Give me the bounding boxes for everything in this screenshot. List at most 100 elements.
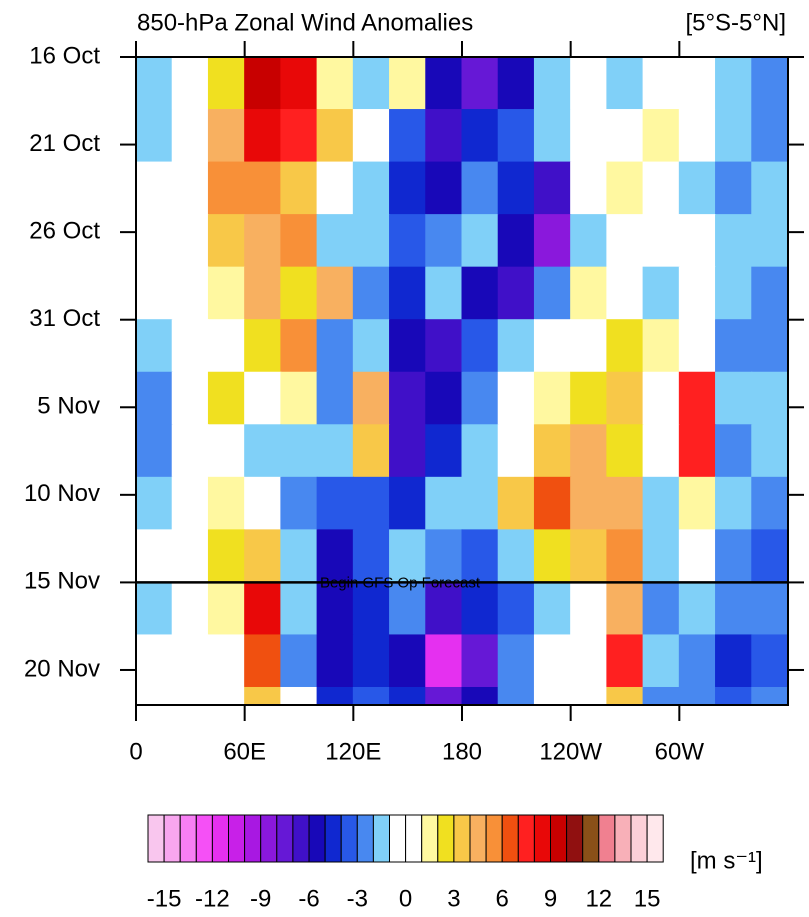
field-cell — [280, 686, 318, 705]
field-cell — [533, 371, 572, 426]
colorbar-label: 3 — [447, 885, 460, 912]
colorbar-box — [308, 814, 326, 863]
field-cell — [461, 319, 499, 373]
field-cell — [461, 161, 499, 216]
colorbar-box — [179, 814, 197, 863]
field-cell — [136, 214, 173, 268]
field-cell — [533, 581, 572, 636]
field-cell — [461, 424, 499, 478]
field-cell — [606, 57, 644, 111]
field-cell — [715, 476, 753, 531]
field-cell — [280, 581, 318, 636]
field-cell — [497, 634, 535, 688]
field-cell — [461, 266, 499, 321]
field-cell — [751, 581, 788, 636]
field-cell — [678, 476, 717, 531]
field-cell — [461, 371, 499, 426]
colorbar-label: -9 — [250, 885, 271, 912]
field-cell — [533, 634, 572, 688]
colorbar-label: -15 — [147, 885, 182, 912]
field-cell — [715, 371, 753, 426]
field-cell — [171, 686, 209, 705]
field-cell — [136, 57, 173, 111]
field-cell — [207, 424, 246, 478]
field-cell — [280, 424, 318, 478]
colorbar-box — [244, 814, 262, 863]
colorbar-label: 6 — [496, 885, 509, 912]
field-cell — [425, 371, 463, 426]
field-cell — [352, 686, 391, 705]
field-cell — [570, 161, 608, 216]
field-cell — [678, 319, 717, 373]
field-cell — [136, 686, 173, 705]
field-cell — [389, 57, 427, 111]
field-cell — [497, 581, 535, 636]
colorbar-box — [646, 814, 664, 863]
field-cell — [171, 266, 209, 321]
x-tick-label: 120W — [539, 738, 602, 765]
field-cell — [316, 581, 354, 636]
field-cell — [425, 476, 463, 531]
field-cell — [533, 476, 572, 531]
field-cell — [316, 424, 354, 478]
field-cell — [715, 686, 753, 705]
field-cell — [316, 266, 354, 321]
field-cell — [678, 371, 717, 426]
field-cell — [678, 214, 717, 268]
field-cell — [497, 319, 535, 373]
y-tick-label: 5 Nov — [37, 393, 100, 420]
field-cell — [207, 371, 246, 426]
field-cell — [533, 424, 572, 478]
field-cell — [171, 109, 209, 163]
field-cell — [280, 371, 318, 426]
colorbar-box — [356, 814, 374, 863]
field-cell — [642, 109, 680, 163]
field-cell — [678, 634, 717, 688]
field-cell — [606, 686, 644, 705]
field-cell — [751, 686, 788, 705]
field-cell — [570, 371, 608, 426]
field-cell — [715, 634, 753, 688]
field-cell — [425, 529, 463, 583]
field-cell — [642, 529, 680, 583]
field-cell — [171, 424, 209, 478]
field-cell — [751, 214, 788, 268]
field-cell — [244, 266, 282, 321]
field-cell — [606, 266, 644, 321]
y-tick-label: 10 Nov — [24, 480, 100, 507]
colorbar-box — [228, 814, 246, 863]
field-cell — [461, 529, 499, 583]
field-cell — [497, 161, 535, 216]
colorbar-box — [469, 814, 487, 863]
field-cell — [751, 371, 788, 426]
colorbar-box — [372, 814, 390, 863]
field-cell — [244, 476, 282, 531]
field-cell — [751, 109, 788, 163]
field-cell — [389, 161, 427, 216]
colorbar-box — [630, 814, 648, 863]
field-cell — [244, 686, 282, 705]
field-cell — [207, 109, 246, 163]
field-cell — [352, 424, 391, 478]
field-cell — [497, 686, 535, 705]
field-cell — [751, 161, 788, 216]
field-cell — [642, 57, 680, 111]
field-cell — [642, 634, 680, 688]
colorbar-box — [501, 814, 519, 863]
field-cell — [280, 161, 318, 216]
field-cell — [136, 581, 173, 636]
field-cell — [207, 634, 246, 688]
field-cell — [316, 214, 354, 268]
field-cell — [606, 476, 644, 531]
field-cell — [570, 581, 608, 636]
field — [136, 57, 788, 705]
colorbar-label: 9 — [544, 885, 557, 912]
field-cell — [678, 266, 717, 321]
field-cell — [244, 214, 282, 268]
field-cell — [533, 57, 572, 111]
field-cell — [316, 57, 354, 111]
field-cell — [497, 371, 535, 426]
field-cell — [715, 581, 753, 636]
forecast-label: Begin GFS Op Forecast — [320, 574, 481, 591]
field-cell — [570, 476, 608, 531]
